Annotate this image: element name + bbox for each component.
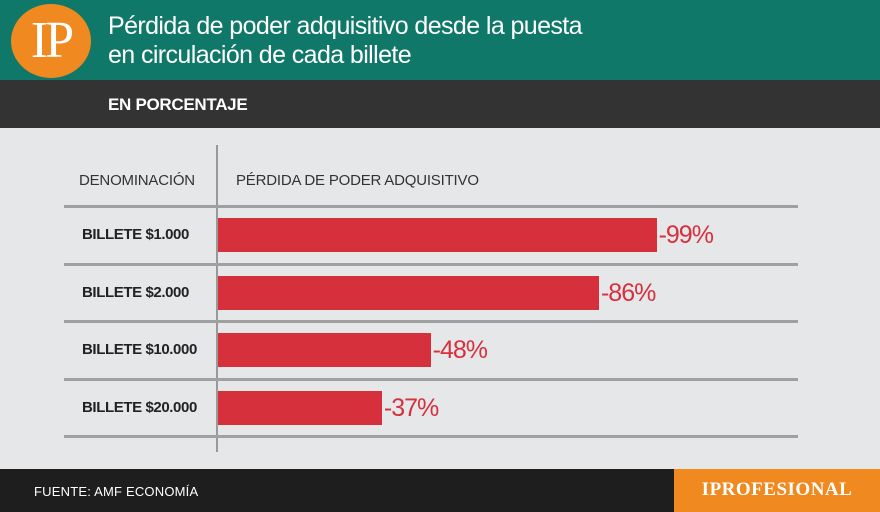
row-divider	[64, 205, 798, 208]
title-line-1: Pérdida de poder adquisitivo desde la pu…	[108, 12, 583, 40]
title-line-2: en circulación de cada billete	[108, 41, 412, 69]
chart-subtitle: EN PORCENTAJE	[108, 95, 248, 114]
source-note: FUENTE: AMF ECONOMÍA	[34, 484, 199, 499]
bar	[218, 275, 599, 310]
header-band: IP Pérdida de poder adquisitivo desde la…	[0, 0, 880, 80]
row-divider	[64, 377, 798, 381]
bar-value-label: -48%	[432, 336, 488, 364]
bar-label: BILLETE $10.000	[82, 341, 197, 358]
column-header-loss: PÉRDIDA DE PODER ADQUISITIVO	[236, 172, 479, 189]
chart-title: Pérdida de poder adquisitivo desde la pu…	[108, 12, 848, 70]
bar-label: BILLETE $1.000	[82, 226, 189, 243]
bar-label: BILLETE $20.000	[82, 398, 197, 416]
column-divider	[216, 145, 218, 452]
row-divider	[64, 262, 798, 266]
bar-value-label: -37%	[383, 393, 439, 422]
bar-value-label: -86%	[600, 278, 656, 307]
ip-logo: IP	[11, 4, 91, 78]
bar	[218, 218, 657, 252]
subheader-band: EN PORCENTAJE	[0, 80, 880, 128]
bar	[218, 390, 382, 425]
iprofesional-logo: IPROFESIONAL	[701, 479, 853, 500]
bar-label: BILLETE $2.000	[82, 283, 189, 301]
bar	[218, 333, 431, 367]
bar-value-label: -99%	[658, 221, 714, 249]
row-divider	[64, 320, 798, 323]
brand-box: IPROFESIONAL	[674, 469, 880, 512]
column-header-denomination: DENOMINACIÓN	[79, 172, 195, 189]
footer-band: FUENTE: AMF ECONOMÍA IPROFESIONAL	[0, 469, 880, 512]
row-divider	[64, 435, 798, 438]
